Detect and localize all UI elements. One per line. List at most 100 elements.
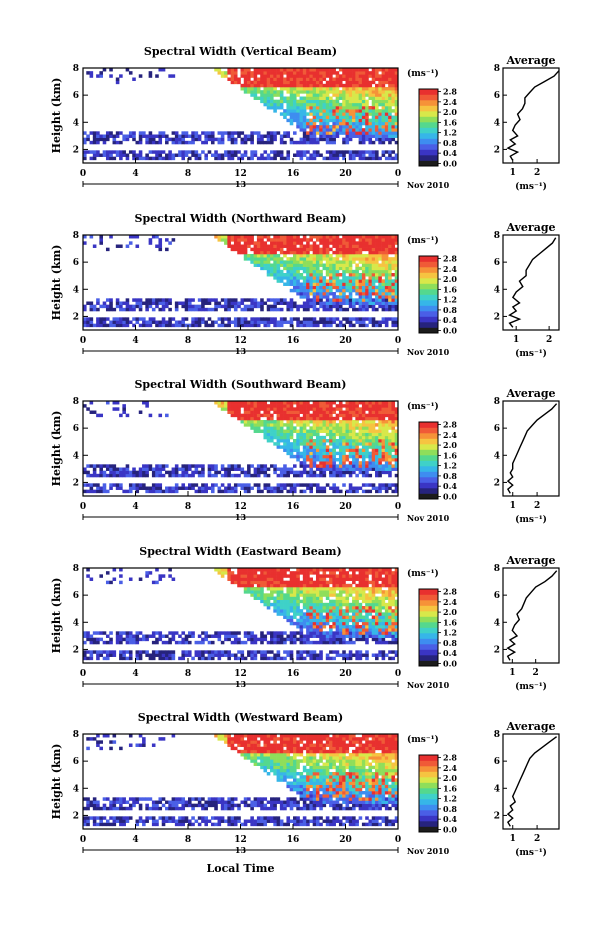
- heatmap-cell: [384, 118, 389, 123]
- heatmap-cell: [329, 432, 333, 437]
- heatmap-cell: [247, 87, 251, 91]
- heatmap-cell: [250, 90, 254, 94]
- heatmap-cell: [289, 247, 294, 252]
- heatmap-cell: [207, 640, 212, 645]
- heatmap-cell: [302, 99, 307, 104]
- heatmap-cell: [299, 238, 304, 242]
- heatmap-cell: [361, 134, 366, 138]
- heatmap-cell: [375, 435, 379, 440]
- heatmap-cell: [256, 404, 261, 408]
- heatmap-cell: [388, 241, 392, 245]
- heatmap-cell: [286, 74, 291, 78]
- heatmap-cell: [322, 448, 327, 452]
- heatmap-cell: [315, 83, 320, 88]
- heatmap-cell: [109, 631, 113, 635]
- heatmap-cell: [122, 653, 126, 657]
- heatmap-cell: [250, 320, 254, 324]
- heatmap-cell: [371, 87, 376, 91]
- heatmap-cell: [276, 80, 281, 85]
- heatmap-cell: [148, 150, 153, 154]
- heatmap-cell: [338, 429, 343, 433]
- heatmap-cell: [315, 407, 320, 411]
- heatmap-cell: [384, 423, 389, 427]
- heatmap-cell: [266, 489, 271, 494]
- heatmap-cell: [243, 150, 248, 154]
- heatmap-cell: [168, 298, 172, 302]
- heatmap-cell: [325, 115, 330, 119]
- heatmap-cell: [315, 631, 320, 635]
- heatmap-cell: [342, 483, 346, 487]
- heatmap-cell: [247, 590, 251, 594]
- heatmap-cell: [204, 301, 208, 305]
- heatmap-cell: [365, 71, 369, 75]
- heatmap-cell: [96, 653, 100, 657]
- heatmap-cell: [283, 260, 287, 264]
- y-tick-label: 6: [73, 258, 79, 268]
- heatmap-cell: [289, 276, 294, 280]
- heatmap-cell: [322, 602, 327, 607]
- heatmap-cell: [109, 68, 113, 72]
- heatmap-cell: [394, 109, 399, 113]
- heatmap-cell: [293, 260, 297, 264]
- heatmap-cell: [289, 486, 294, 490]
- heatmap-cell: [132, 131, 136, 135]
- heatmap-cell: [99, 467, 103, 471]
- heatmap-cell: [253, 410, 258, 414]
- heatmap-cell: [358, 77, 363, 81]
- x-tick-label: 4: [132, 169, 138, 179]
- heatmap-cell: [184, 467, 189, 471]
- heatmap-cell: [168, 150, 172, 154]
- heatmap-cell: [381, 87, 386, 91]
- heatmap-cell: [358, 432, 363, 437]
- heatmap-cell: [293, 288, 297, 293]
- heatmap-cell: [358, 74, 363, 78]
- heatmap-cell: [148, 323, 153, 328]
- heatmap-cell: [361, 254, 366, 258]
- heatmap-cell: [286, 435, 291, 440]
- heatmap-cell: [391, 404, 396, 408]
- heatmap-cell: [322, 90, 327, 94]
- heatmap-cell: [299, 583, 304, 588]
- heatmap-cell: [368, 461, 373, 465]
- heatmap-cell: [138, 637, 143, 642]
- heatmap-cell: [233, 137, 238, 142]
- heatmap-cell: [135, 235, 140, 239]
- heatmap-cell: [243, 407, 248, 411]
- heatmap-cell: [352, 96, 356, 100]
- heatmap-cell: [230, 486, 235, 490]
- colorbar-swatch: [419, 300, 438, 306]
- heatmap-cell: [306, 628, 310, 632]
- heatmap-cell: [368, 235, 373, 239]
- heatmap-cell: [361, 413, 366, 418]
- heatmap-cell: [109, 307, 113, 312]
- heatmap-cell: [178, 320, 182, 324]
- heatmap-cell: [394, 307, 399, 312]
- heatmap-cell: [293, 83, 297, 88]
- heatmap-cell: [286, 618, 291, 623]
- heatmap-cell: [256, 90, 261, 94]
- heatmap-cell: [178, 137, 182, 142]
- heatmap-cell: [365, 489, 369, 494]
- heatmap-cell: [342, 298, 346, 302]
- heatmap-cell: [309, 590, 313, 594]
- heatmap-cell: [237, 656, 241, 661]
- heatmap-cell: [279, 87, 284, 91]
- heatmap-cell: [214, 650, 218, 654]
- heatmap-cell: [289, 250, 294, 255]
- heatmap-cell: [329, 285, 333, 290]
- heatmap-cell: [355, 90, 359, 94]
- heatmap-cell: [247, 423, 251, 427]
- heatmap-cell: [368, 250, 373, 255]
- heatmap-cell: [355, 432, 359, 437]
- heatmap-cell: [388, 442, 392, 446]
- heatmap-cell: [283, 77, 287, 81]
- heatmap-cell: [302, 266, 307, 271]
- colorbar-swatch: [419, 460, 438, 467]
- heatmap-cell: [224, 150, 228, 154]
- heatmap-cell: [125, 301, 130, 305]
- heatmap-cell: [247, 323, 251, 328]
- x-tick-label: 20: [339, 502, 352, 512]
- heatmap-cell: [335, 106, 340, 110]
- heatmap-cell: [270, 568, 274, 572]
- heatmap-cell: [319, 577, 323, 581]
